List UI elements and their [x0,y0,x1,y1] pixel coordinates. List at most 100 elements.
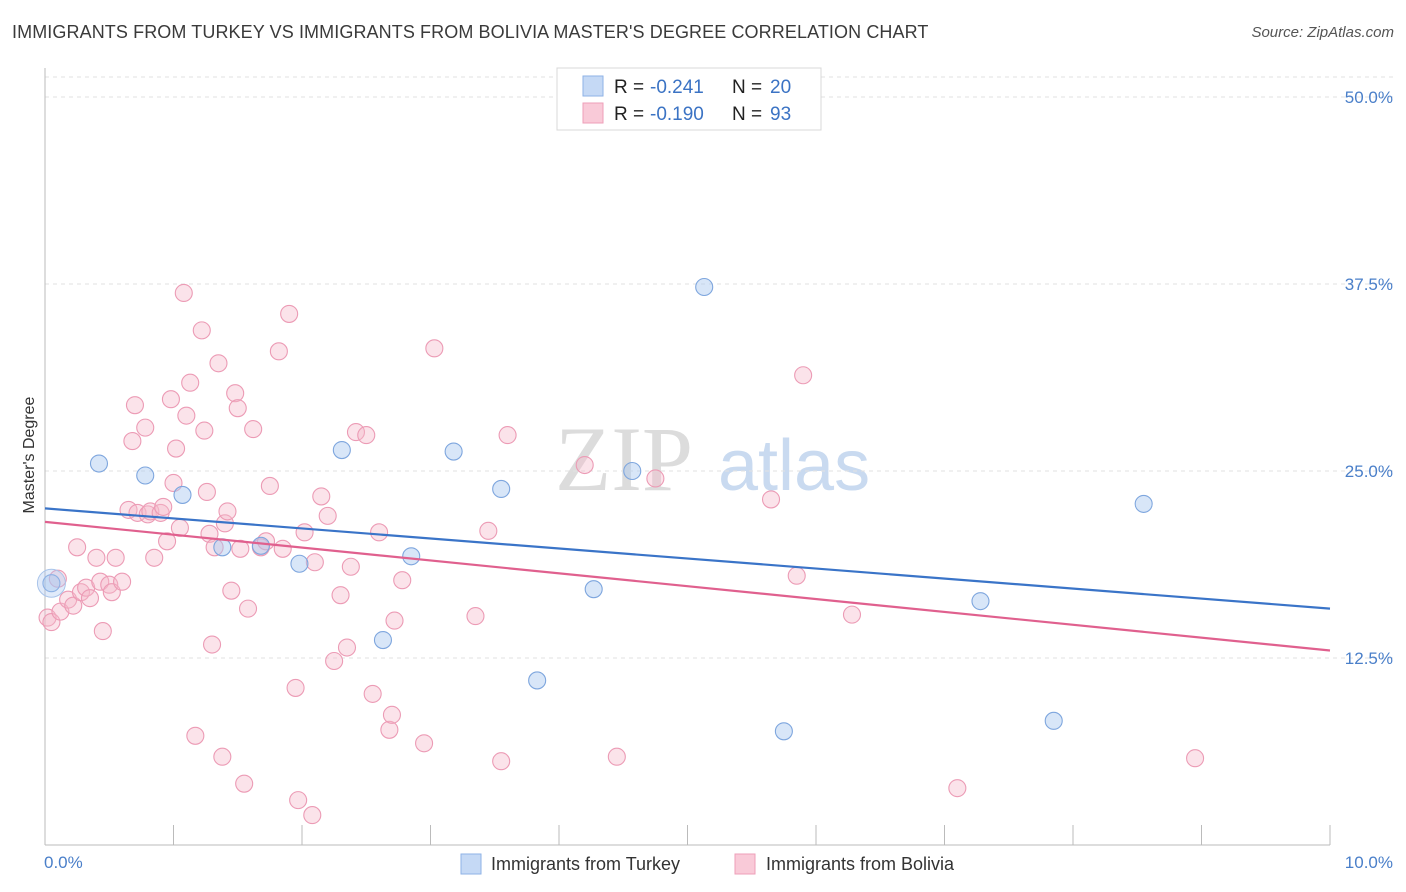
legend-swatch-bolivia [582,102,604,124]
axes [44,68,1331,846]
watermark-atlas: atlas [718,426,870,506]
point-bolivia [203,635,222,654]
trend-line-bolivia [44,520,1331,652]
legend-n-value-bolivia: 93 [770,104,791,125]
point-bolivia [346,423,366,442]
x-tick-max: 10.0% [1345,853,1393,872]
point-turkey [584,580,603,599]
point-bolivia [174,283,193,303]
point-bolivia [337,638,357,657]
point-bolivia [787,566,806,585]
point-bolivia [177,406,196,425]
point-bolivia [305,553,324,572]
point-bolivia [181,373,200,392]
point-bolivia [575,455,594,475]
y-tick-labels: 12.5% 25.0% 37.5% 50.0% [1345,88,1393,668]
point-bolivia [158,532,177,551]
point-turkey-large [36,568,66,598]
point-turkey [42,574,61,593]
y-tick-label: 50.0% [1345,88,1393,107]
point-bolivia [235,774,254,793]
point-bolivia [385,611,404,630]
point-bolivia [80,589,100,608]
point-turkey [774,722,793,741]
point-bolivia [222,581,241,600]
y-tick-label: 37.5% [1345,275,1393,294]
watermark: ZIP atlas [555,408,870,510]
point-bolivia [68,538,87,557]
series-legend-swatch-turkey [460,853,482,875]
x-tick-min: 0.0% [44,853,83,872]
y-axis-label: Master's Degree [21,396,38,513]
point-bolivia [295,523,314,542]
point-bolivia [382,705,402,724]
point-bolivia [161,390,180,409]
point-bolivia [93,622,112,641]
legend-n-value-turkey: 20 [770,77,791,98]
y-tick-label: 25.0% [1345,462,1393,481]
point-bolivia [286,678,305,697]
point-bolivia [380,720,399,739]
point-bolivia [794,366,813,385]
point-bolivia [318,506,337,525]
point-turkey [173,485,192,504]
point-bolivia [948,779,967,798]
gridlines [45,76,1393,659]
point-bolivia [273,539,292,558]
legend-n-label-turkey: N = [732,77,762,98]
point-bolivia [136,418,155,437]
point-bolivia [231,539,250,558]
point-bolivia [842,605,862,624]
point-bolivia [125,396,144,415]
point-bolivia [218,502,237,521]
point-turkey [623,461,642,481]
point-bolivia [325,651,344,671]
point-bolivia [195,421,214,440]
point-turkey [373,630,393,650]
point-bolivia [197,482,216,501]
point-bolivia [466,607,485,626]
point-bolivia [260,476,279,496]
point-turkey [89,454,109,473]
legend-r-value-bolivia: -0.190 [650,104,704,125]
point-bolivia [1186,749,1205,768]
point-bolivia [331,586,350,605]
point-bolivia [357,426,376,445]
point-bolivia [761,490,781,509]
series-legend-label-bolivia: Immigrants from Bolivia [766,854,955,874]
point-bolivia [370,523,389,542]
point-turkey [1134,494,1153,513]
chart-title: IMMIGRANTS FROM TURKEY VS IMMIGRANTS FRO… [12,22,929,42]
point-turkey [402,547,421,566]
point-bolivia [646,469,665,488]
point-bolivia [415,734,434,753]
point-bolivia [479,521,498,540]
legend-n-label-bolivia: N = [732,104,762,125]
point-bolivia [393,571,412,590]
point-bolivia [244,420,263,439]
point-bolivia [209,354,228,373]
point-bolivia [492,752,511,771]
point-bolivia [213,747,232,766]
point-bolivia [167,439,186,458]
point-turkey [136,466,155,485]
point-bolivia [498,426,517,445]
chart-source: Source: ZipAtlas.com [1251,24,1394,41]
point-bolivia [164,473,183,493]
trend-lines [44,507,1331,652]
point-turkey [695,277,714,297]
point-bolivia [87,548,106,567]
point-bolivia [226,384,245,403]
series-bolivia-points [38,283,1205,825]
point-bolivia [280,304,299,323]
legend-swatch-turkey [582,75,604,97]
point-bolivia [186,726,205,745]
legend-r-value-turkey: -0.241 [650,77,704,98]
series-legend-swatch-bolivia [734,853,756,875]
watermark-zip: ZIP [555,408,693,510]
point-bolivia [113,572,132,591]
legend-r-label-bolivia: R = [614,104,644,125]
point-bolivia [289,791,308,810]
point-bolivia [425,339,444,358]
